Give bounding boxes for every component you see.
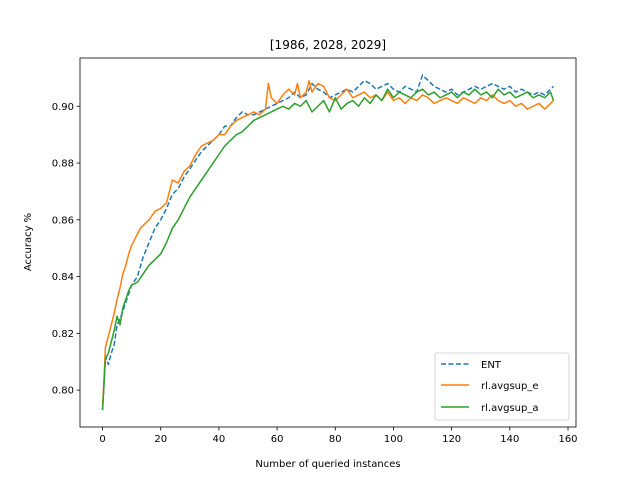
- y-tick-label: 0.88: [52, 159, 74, 170]
- x-axis-label: Number of queried instances: [255, 459, 400, 470]
- legend-label-rl-avgsup-e: rl.avgsup_e: [481, 381, 539, 392]
- x-axis: 0 20 40 60 80 100 120 140 160: [99, 427, 578, 445]
- series-line-ent: [101, 74, 554, 411]
- x-tick-label: 120: [442, 434, 461, 445]
- y-tick-label: 0.80: [52, 386, 74, 397]
- series-line-rl-avgsup-a: [101, 88, 555, 411]
- x-tick-label: 0: [99, 434, 105, 445]
- x-tick-label: 60: [271, 434, 284, 445]
- y-tick-label: 0.84: [52, 272, 74, 283]
- legend-label-rl-avgsup-a: rl.avgsup_a: [481, 403, 539, 414]
- legend-box: [434, 352, 570, 421]
- x-tick-label: 140: [500, 434, 519, 445]
- series-line-rl-avgsup-e: [101, 79, 554, 411]
- chart-title: [1986, 2028, 2029]: [270, 38, 386, 52]
- y-tick-label: 0.82: [52, 329, 74, 340]
- plot-area: [101, 74, 555, 411]
- x-tick-label: 20: [154, 434, 167, 445]
- y-tick-label: 0.86: [52, 215, 74, 226]
- x-tick-label: 80: [329, 434, 342, 445]
- x-tick-label: 160: [558, 434, 577, 445]
- axes-frame: [79, 57, 577, 428]
- y-tick-label: 0.90: [52, 102, 74, 113]
- y-axis: 0.80 0.82 0.84 0.86 0.88 0.90: [52, 102, 80, 397]
- x-tick-label: 100: [384, 434, 403, 445]
- x-tick-label: 40: [213, 434, 226, 445]
- legend-label-ent: ENT: [481, 360, 502, 371]
- y-axis-label: Accuracy %: [23, 213, 34, 271]
- legend: ENT rl.avgsup_e rl.avgsup_a: [434, 352, 570, 421]
